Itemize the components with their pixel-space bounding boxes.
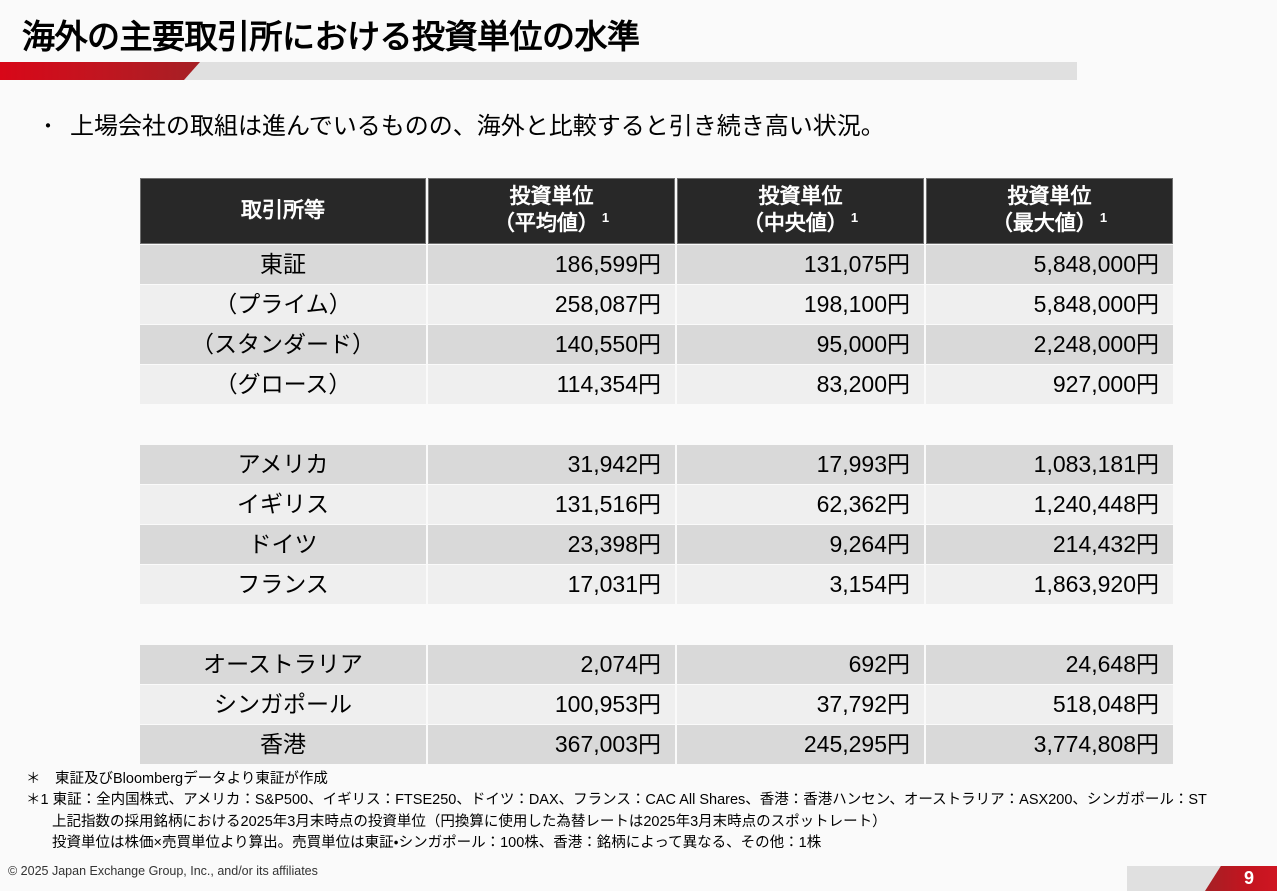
- footnote-calculation: 投資単位は株価×売買単位より算出。売買単位は東証・シンガポール：100株、香港：…: [52, 835, 822, 852]
- cell-max-value: 1,863,920円: [926, 565, 1173, 604]
- table-row: 香港 367,003円 245,295円 3,774,808円: [140, 725, 1173, 764]
- accent-bar-gray: [0, 62, 1077, 80]
- cell-max-value: 5,848,000円: [926, 245, 1173, 284]
- footnote-asof: 上記指数の採用銘柄における2025年3月末時点の投資単位（円換算に使用した為替レ…: [52, 813, 887, 830]
- column-header-median-line2: （中央値）: [742, 212, 848, 235]
- column-header-max-footnote-ref: 1: [1099, 210, 1108, 225]
- column-header-exchange: 取引所等: [140, 178, 426, 244]
- cell-median-value: 245,295円: [677, 725, 924, 764]
- footnotes: ＊ 東証及びBloombergデータより東証が作成 ＊1 東証：全内国株式、アメ…: [26, 769, 1207, 855]
- cell-max-value: 518,048円: [926, 685, 1173, 724]
- cell-mean-value: 114,354円: [428, 365, 675, 404]
- column-header-exchange-label: 取引所等: [241, 198, 325, 222]
- cell-median-value: 17,993円: [677, 445, 924, 484]
- column-header-max-line1: 投資単位: [1007, 185, 1092, 209]
- cell-mean-value: 140,550円: [428, 325, 675, 364]
- cell-max-value: 2,248,000円: [926, 325, 1173, 364]
- table-row: ドイツ 23,398円 9,264円 214,432円: [140, 525, 1173, 564]
- cell-max-value: 24,648円: [926, 645, 1173, 684]
- cell-exchange-name: シンガポール: [140, 685, 426, 724]
- cell-max-value: 1,083,181円: [926, 445, 1173, 484]
- table-row: （グロース） 114,354円 83,200円 927,000円: [140, 365, 1173, 404]
- column-header-max: 投資単位 （最大値） 1: [926, 178, 1173, 244]
- cell-median-value: 198,100円: [677, 285, 924, 324]
- column-header-mean-line1: 投資単位: [509, 185, 594, 209]
- cell-median-value: 95,000円: [677, 325, 924, 364]
- column-header-median: 投資単位 （中央値） 1: [677, 178, 924, 244]
- footnote-source: ＊ 東証及びBloombergデータより東証が作成: [26, 771, 328, 787]
- table-body: 東証 186,599円 131,075円 5,848,000円 （プライム） 258,08…: [140, 245, 1173, 764]
- table-row: オーストラリア 2,074円 692円 24,648円: [140, 645, 1173, 684]
- cell-mean-value: 100,953円: [428, 685, 675, 724]
- table-header-row: 取引所等 投資単位 （平均値） 1 投資単位 （中央値） 1 投資単位 （最大値） 1: [140, 178, 1173, 244]
- cell-exchange-name: （グロース）: [140, 365, 426, 404]
- cell-exchange-name: アメリカ: [140, 445, 426, 484]
- bullet-marker-icon: ・: [38, 116, 58, 138]
- cell-median-value: 37,792円: [677, 685, 924, 724]
- cell-max-value: 214,432円: [926, 525, 1173, 564]
- cell-exchange-name: 東証: [140, 245, 426, 284]
- page-title: 海外の主要取引所における投資単位の水準: [22, 18, 640, 55]
- cell-exchange-name: （スタンダード）: [140, 325, 426, 364]
- column-header-mean-line2: （平均値）: [493, 212, 599, 235]
- bullet-point-text: 上場会社の取組は進んでいるものの、海外と比較すると引き続き高い状況。: [70, 113, 885, 140]
- cell-mean-value: 31,942円: [428, 445, 675, 484]
- cell-exchange-name: オーストラリア: [140, 645, 426, 684]
- column-header-mean-footnote-ref: 1: [601, 210, 610, 225]
- cell-median-value: 3,154円: [677, 565, 924, 604]
- table-row: （プライム） 258,087円 198,100円 5,848,000円: [140, 285, 1173, 324]
- cell-mean-value: 2,074円: [428, 645, 675, 684]
- cell-mean-value: 258,087円: [428, 285, 675, 324]
- table-header: 取引所等 投資単位 （平均値） 1 投資単位 （中央値） 1 投資単位 （最大値） 1: [140, 178, 1173, 244]
- footnote-indices: ＊1 東証：全内国株式、アメリカ：S&P500、イギリス：FTSE250、ドイツ…: [26, 792, 1207, 809]
- cell-exchange-name: 香港: [140, 725, 426, 764]
- investment-unit-table: 取引所等 投資単位 （平均値） 1 投資単位 （中央値） 1 投資単位 （最大値） 1: [138, 177, 1173, 765]
- table-row: アメリカ 31,942円 17,993円 1,083,181円: [140, 445, 1173, 484]
- table-row: 東証 186,599円 131,075円 5,848,000円: [140, 245, 1173, 284]
- table-row: シンガポール 100,953円 37,792円 518,048円: [140, 685, 1173, 724]
- table-spacer-row: [140, 405, 1173, 444]
- cell-mean-value: 17,031円: [428, 565, 675, 604]
- cell-mean-value: 367,003円: [428, 725, 675, 764]
- cell-max-value: 5,848,000円: [926, 285, 1173, 324]
- cell-exchange-name: ドイツ: [140, 525, 426, 564]
- cell-exchange-name: （プライム）: [140, 285, 426, 324]
- accent-bar-red: [0, 62, 200, 80]
- cell-mean-value: 186,599円: [428, 245, 675, 284]
- column-header-median-footnote-ref: 1: [850, 210, 859, 225]
- table-spacer-cell: [140, 405, 1173, 444]
- page-number: 9: [1243, 868, 1254, 888]
- bullet-point: ・ 上場会社の取組は進んでいるものの、海外と比較すると引き続き高い状況。: [38, 110, 885, 144]
- table-spacer-cell: [140, 605, 1173, 644]
- cell-median-value: 9,264円: [677, 525, 924, 564]
- cell-max-value: 1,240,448円: [926, 485, 1173, 524]
- cell-median-value: 692円: [677, 645, 924, 684]
- cell-mean-value: 131,516円: [428, 485, 675, 524]
- cell-max-value: 927,000円: [926, 365, 1173, 404]
- cell-mean-value: 23,398円: [428, 525, 675, 564]
- cell-exchange-name: フランス: [140, 565, 426, 604]
- column-header-median-line1: 投資単位: [758, 185, 843, 209]
- title-accent-bar: [0, 62, 1077, 80]
- column-header-mean: 投資単位 （平均値） 1: [428, 178, 675, 244]
- table-row: フランス 17,031円 3,154円 1,863,920円: [140, 565, 1173, 604]
- table-row: （スタンダード） 140,550円 95,000円 2,248,000円: [140, 325, 1173, 364]
- cell-median-value: 131,075円: [677, 245, 924, 284]
- cell-median-value: 62,362円: [677, 485, 924, 524]
- cell-exchange-name: イギリス: [140, 485, 426, 524]
- cell-max-value: 3,774,808円: [926, 725, 1173, 764]
- table-spacer-row: [140, 605, 1173, 644]
- column-header-max-line2: （最大値）: [991, 212, 1097, 235]
- cell-median-value: 83,200円: [677, 365, 924, 404]
- table-row: イギリス 131,516円 62,362円 1,240,448円: [140, 485, 1173, 524]
- copyright-text: © 2025 Japan Exchange Group, Inc., and/o…: [8, 864, 318, 878]
